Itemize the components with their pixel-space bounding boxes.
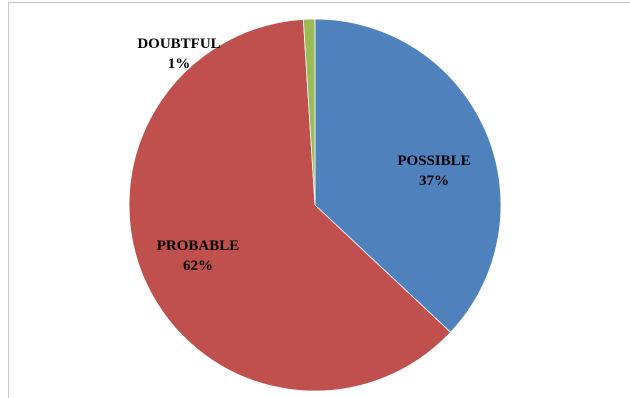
slice-percent-doubtful: 1% (168, 56, 191, 72)
slice-percent-possible: 37% (419, 173, 449, 189)
pie-slice-probable (128, 18, 452, 392)
chart-border-top (8, 2, 630, 3)
chart-border-left (8, 2, 9, 398)
pie-slice-doubtful (302, 18, 316, 206)
pie-slice-possible (314, 18, 502, 333)
slice-label-probable: PROBABLE (157, 238, 240, 254)
slice-label-possible: POSSIBLE (397, 153, 470, 169)
slice-label-doubtful: DOUBTFUL (137, 36, 220, 52)
slice-percent-probable: 62% (183, 258, 213, 274)
